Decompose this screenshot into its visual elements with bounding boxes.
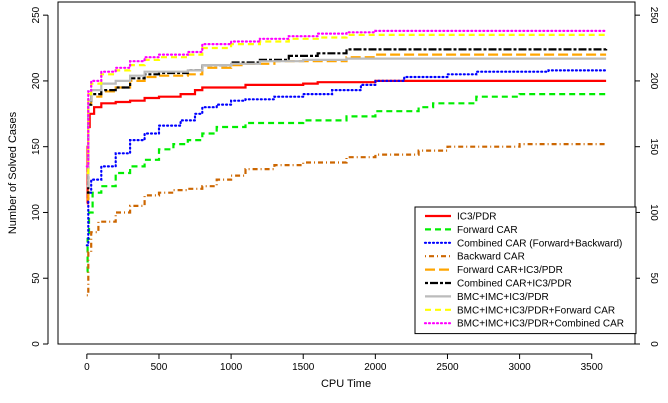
x-tick-label: 3000 [508,362,531,373]
x-tick-label: 3500 [581,362,604,373]
x-tick-label: 1000 [220,362,243,373]
plot-frame [57,1,636,345]
legend-label-2: Combined CAR (Forward+Backward) [457,238,622,249]
y-right-tick-label: 150 [648,138,659,155]
legend-label-0: IC3/PDR [457,212,496,223]
y-tick-label: 100 [31,204,42,221]
legend-label-8: BMC+IMC+IC3/PDR+Combined CAR [457,319,624,330]
y-tick-label: 200 [31,72,42,89]
y-right-tick-label: 50 [648,273,659,285]
y-axis-left: 0 50 100 150 200 250 [31,6,49,347]
legend-label-7: BMC+IMC+IC3/PDR+Forward CAR [457,305,615,316]
y-axis-right: 0 50 100 150 200 250 [635,7,659,347]
series-line-6 [86,57,607,188]
legend-label-3: Backward CAR [457,252,525,263]
x-tick-label: 2000 [364,362,387,373]
y-right-tick-label: 0 [648,341,659,347]
series-line-4 [86,53,607,201]
x-axis: 0 500 1000 1500 2000 2500 3000 3500 [84,353,604,373]
series-line-7 [86,33,607,175]
series-line-3 [86,142,608,297]
y-right-tick-label: 100 [648,204,659,221]
x-tick-label: 0 [84,362,90,373]
y-right-tick-label: 250 [648,7,659,24]
y-tick-label: 250 [31,6,42,23]
legend-label-6: BMC+IMC+IC3/PDR [457,292,549,303]
legend: IC3/PDR Forward CAR Combined CAR (Forward+… [414,206,637,335]
series-line-2 [85,69,608,247]
series-layer [85,29,608,297]
y-axis-label: Number of Solved Cases [7,111,19,234]
y-right-tick-label: 200 [648,73,659,90]
x-axis-label: CPU Time [321,378,371,390]
x-tick-label: 2500 [436,362,459,373]
legend-label-4: Forward CAR+IC3/PDR [457,265,563,276]
y-tick-label: 150 [31,138,42,155]
y-tick-label: 0 [31,341,42,347]
series-line-8 [85,29,608,168]
legend-box [414,206,637,335]
x-tick-label: 1500 [292,362,315,373]
legend-label-5: Combined CAR+IC3/PDR [457,279,572,290]
series-line-0 [86,79,607,205]
y-tick-label: 50 [31,272,42,284]
series-line-1 [86,93,607,273]
x-tick-label: 500 [151,362,168,373]
legend-label-1: Forward CAR [457,225,518,236]
